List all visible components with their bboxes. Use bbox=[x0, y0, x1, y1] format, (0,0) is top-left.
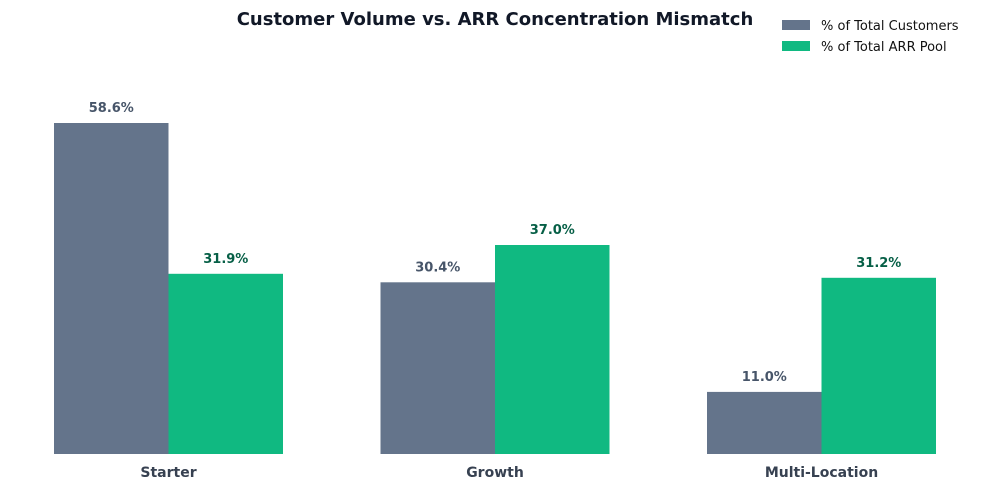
legend-label-series-2: % of Total ARR Pool bbox=[821, 40, 947, 55]
bar-growth-series-2 bbox=[495, 245, 610, 454]
data-labels-group: 58.6% 31.9% 30.4% 37.0% 11.0% 31.2% bbox=[89, 101, 902, 385]
category-labels-group: Starter Growth Multi-Location bbox=[140, 465, 878, 481]
legend-label-series-1: % of Total Customers bbox=[821, 19, 959, 34]
data-label-growth-series-2: 37.0% bbox=[530, 223, 575, 238]
legend: % of Total Customers % of Total ARR Pool bbox=[782, 19, 959, 55]
category-label-multi-location: Multi-Location bbox=[765, 465, 878, 481]
bar-multi-location-series-2 bbox=[821, 277, 936, 454]
chart-title: Customer Volume vs. ARR Concentration Mi… bbox=[237, 9, 754, 30]
bar-starter-series-1 bbox=[54, 123, 169, 454]
legend-swatch-series-2 bbox=[782, 41, 810, 51]
data-label-growth-series-1: 30.4% bbox=[415, 260, 460, 275]
bar-starter-series-2 bbox=[168, 273, 283, 454]
bars-group bbox=[54, 123, 936, 454]
category-label-growth: Growth bbox=[466, 465, 524, 481]
data-label-multi-location-series-2: 31.2% bbox=[856, 256, 901, 271]
category-label-starter: Starter bbox=[140, 465, 196, 481]
data-label-multi-location-series-1: 11.0% bbox=[742, 370, 787, 385]
data-label-starter-series-2: 31.9% bbox=[203, 252, 248, 267]
bar-growth-series-1 bbox=[380, 282, 495, 454]
legend-swatch-series-1 bbox=[782, 20, 810, 30]
bar-multi-location-series-1 bbox=[707, 391, 822, 454]
data-label-starter-series-1: 58.6% bbox=[89, 101, 134, 116]
